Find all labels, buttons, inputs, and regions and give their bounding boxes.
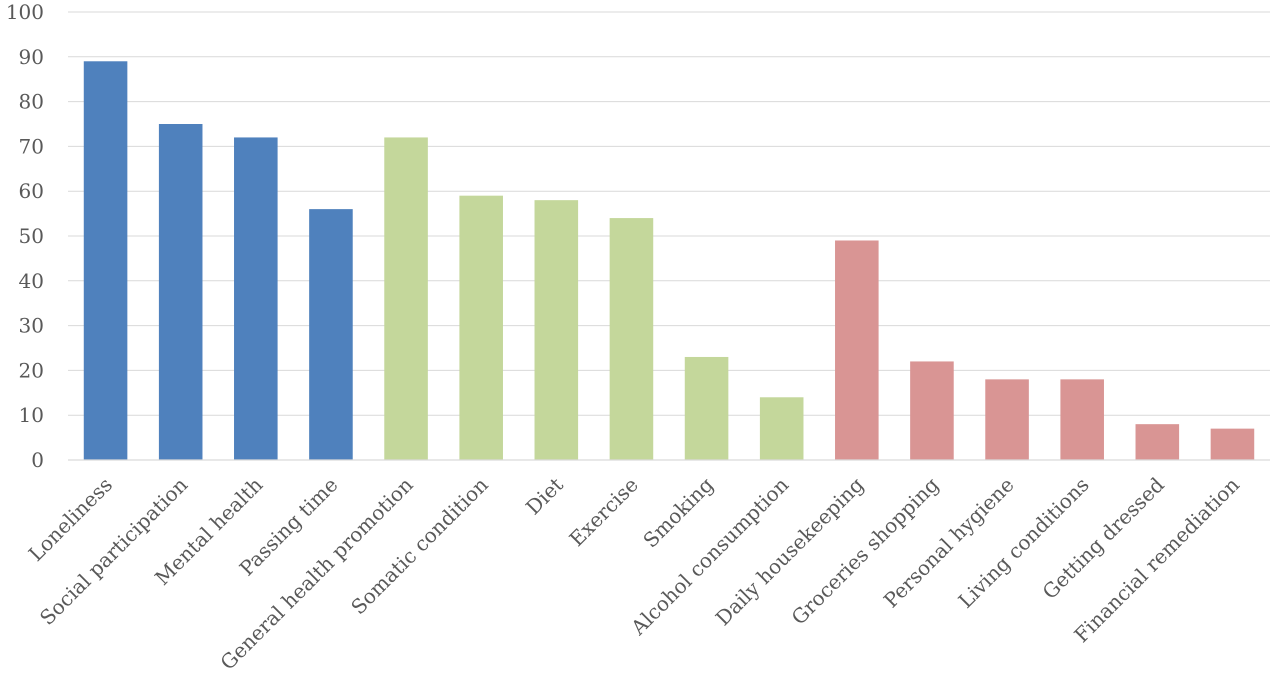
y-tick-label: 70 bbox=[19, 134, 44, 158]
y-axis-ticks: 0 10 20 30 40 50 60 70 80 90 100 bbox=[6, 0, 44, 472]
x-tick-label: Smoking bbox=[638, 472, 718, 552]
bar bbox=[985, 379, 1029, 460]
bar bbox=[459, 195, 503, 460]
bar bbox=[759, 397, 804, 460]
bar bbox=[684, 356, 729, 460]
y-tick-label: 0 bbox=[31, 448, 44, 472]
x-tick-label: Daily housekeeping bbox=[711, 472, 869, 630]
y-tick-label: 30 bbox=[19, 314, 44, 338]
y-tick-label: 100 bbox=[6, 0, 44, 24]
x-tick-label: Personal hygiene bbox=[879, 473, 1019, 613]
y-tick-label: 20 bbox=[19, 358, 44, 382]
x-tick-label: Somatic condition bbox=[346, 472, 493, 619]
bars bbox=[83, 61, 1255, 460]
y-tick-label: 40 bbox=[19, 269, 44, 293]
y-tick-label: 10 bbox=[19, 403, 44, 427]
y-tick-label: 50 bbox=[19, 224, 44, 248]
bar bbox=[910, 361, 954, 460]
bar bbox=[534, 200, 579, 460]
bar bbox=[835, 240, 879, 460]
bar bbox=[609, 218, 654, 460]
x-tick-label: Social participation bbox=[35, 472, 192, 629]
y-tick-label: 90 bbox=[19, 45, 44, 69]
bar bbox=[1135, 424, 1180, 460]
x-tick-label: Groceries shopping bbox=[787, 472, 944, 629]
x-tick-label: Exercise bbox=[564, 473, 642, 551]
bar bbox=[384, 137, 428, 460]
bar bbox=[309, 209, 353, 460]
bar bbox=[1210, 428, 1255, 460]
y-tick-label: 80 bbox=[19, 90, 44, 114]
x-tick-label: Living conditions bbox=[953, 473, 1093, 613]
bar bbox=[158, 124, 203, 460]
bar bbox=[1060, 379, 1104, 460]
x-tick-label: Diet bbox=[521, 473, 568, 520]
bar bbox=[83, 61, 128, 460]
bar bbox=[234, 137, 278, 460]
y-tick-label: 60 bbox=[19, 179, 44, 203]
